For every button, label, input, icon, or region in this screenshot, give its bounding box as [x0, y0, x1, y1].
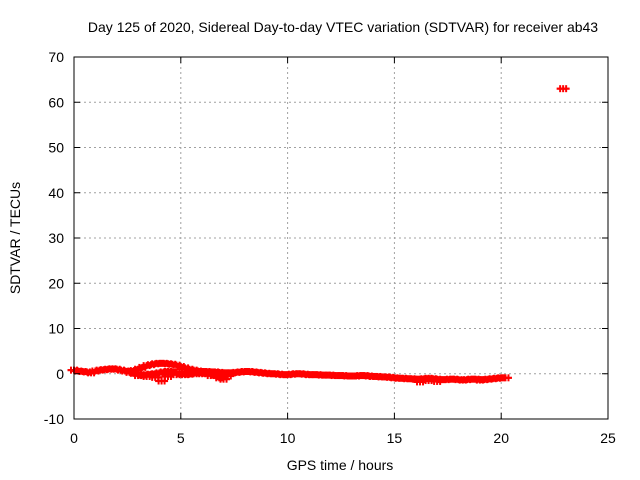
chart-title: Day 125 of 2020, Sidereal Day-to-day VTE…	[88, 19, 598, 35]
y-axis-label: SDTVAR / TECUs	[7, 182, 23, 294]
data-series-sdtvar	[67, 85, 570, 386]
axis-ticks: 0 5 10 15 20 25 -10 0 10 20 30 40 50 60 70	[44, 49, 616, 446]
y-tick-label: -10	[44, 411, 64, 427]
y-tick-label: 70	[48, 49, 64, 65]
y-tick-label: 60	[48, 94, 64, 110]
data-point	[473, 376, 487, 384]
data-point	[556, 85, 570, 93]
data-point	[155, 377, 169, 385]
x-axis-label: GPS time / hours	[287, 457, 394, 473]
y-tick-label: 50	[48, 140, 64, 156]
x-tick-label: 25	[600, 430, 616, 446]
y-tick-label: 30	[48, 230, 64, 246]
y-tick-label: 20	[48, 275, 64, 291]
data-point	[498, 374, 512, 382]
data-point	[430, 377, 444, 385]
data-point	[221, 372, 235, 380]
x-tick-label: 10	[280, 430, 296, 446]
x-tick-label: 20	[493, 430, 509, 446]
data-point	[217, 375, 231, 383]
y-tick-label: 40	[48, 185, 64, 201]
x-tick-label: 0	[70, 430, 78, 446]
y-tick-label: 10	[48, 321, 64, 337]
y-tick-label: 0	[56, 366, 64, 382]
x-tick-label: 15	[387, 430, 403, 446]
x-tick-label: 5	[177, 430, 185, 446]
data-point	[187, 367, 201, 375]
